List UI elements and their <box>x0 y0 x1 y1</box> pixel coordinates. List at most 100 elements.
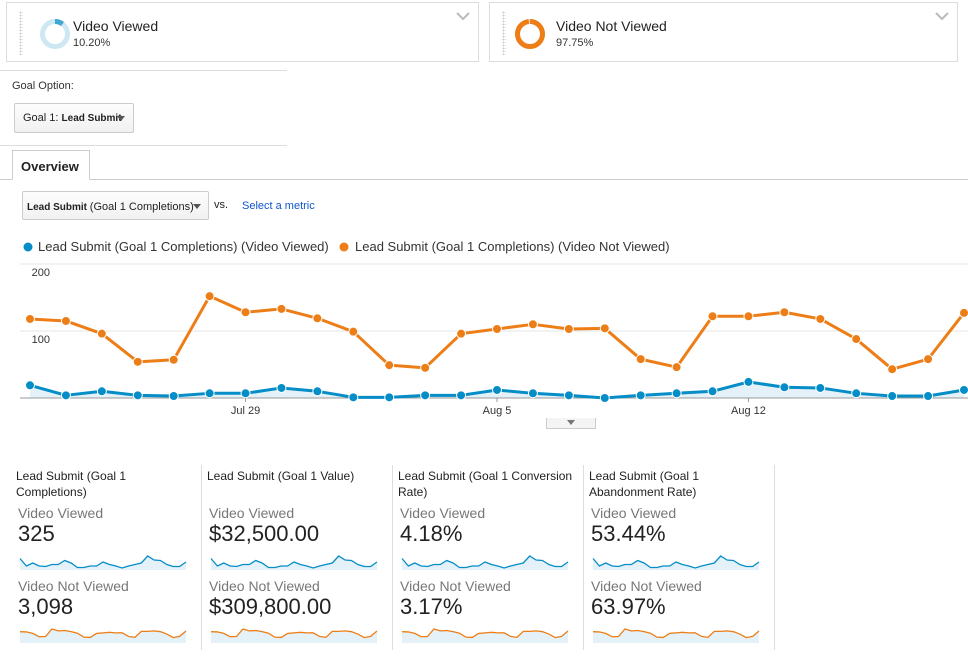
tab[interactable]: Overview <box>12 150 90 180</box>
data-point <box>959 307 968 318</box>
data-point <box>671 362 682 373</box>
sparkline-line <box>401 628 569 639</box>
sparkline <box>592 628 760 643</box>
data-point <box>60 390 71 401</box>
sparkline <box>592 555 760 570</box>
divider <box>0 145 287 146</box>
data-point <box>527 388 538 399</box>
scorecard-title: Lead Submit (Goal 1 Value) <box>207 469 355 483</box>
metric-detail: (Goal 1 Completions) <box>89 201 194 213</box>
data-point <box>276 382 287 393</box>
data-point <box>815 382 826 393</box>
data-point <box>492 323 502 334</box>
goal-prefix: Goal 1: <box>23 112 59 124</box>
metric-value: $309,800.00 <box>209 594 332 619</box>
data-point <box>204 388 215 399</box>
legend-label: Lead Submit (Goal 1 Completions) (Video … <box>355 239 670 254</box>
segment-name: Video Not Viewed <box>556 18 667 34</box>
data-point <box>384 360 395 371</box>
legend-marker <box>23 242 33 252</box>
data-point <box>527 319 538 330</box>
scorecard-title: Lead Submit (Goal 1 Conversion Rate) <box>398 469 573 499</box>
metric-value: 3.17% <box>400 594 463 619</box>
sparkline <box>401 555 569 570</box>
legend-label: Lead Submit (Goal 1 Completions) (Video … <box>38 239 329 254</box>
data-point <box>887 364 898 375</box>
data-point <box>204 291 215 302</box>
goal-value: Lead Submit <box>61 113 122 124</box>
data-point <box>420 390 431 401</box>
goal-option-label: Goal Option: <box>12 80 74 92</box>
metric-value: 63.97% <box>591 594 666 619</box>
sparkline-line <box>592 628 760 639</box>
select-metric-link[interactable]: Select a metric <box>242 200 315 212</box>
segment-label: Video Not Viewed <box>18 578 129 594</box>
segment-label: Video Viewed <box>591 505 677 521</box>
y-tick-label: 100 <box>32 334 50 346</box>
data-point <box>707 386 718 397</box>
goal-dropdown[interactable]: Goal 1: Lead Submit <box>14 103 134 133</box>
collapse-handle[interactable] <box>546 418 596 429</box>
scorecard: Lead Submit (Goal 1 Abandonment Rate) Vid… <box>585 465 775 650</box>
scorecard-title: Lead Submit (Goal 1 Abandonment Rate) <box>589 469 700 499</box>
data-point <box>635 390 646 401</box>
scorecard: Lead Submit (Goal 1 Completions) Video Vi… <box>12 465 202 650</box>
sparkline-area <box>211 556 377 570</box>
metric-value: 53.44% <box>591 521 666 546</box>
chevron[interactable] <box>935 11 949 21</box>
sparkline-area <box>20 629 186 643</box>
caret <box>567 420 575 425</box>
data-point <box>456 328 467 339</box>
data-point <box>492 384 502 395</box>
x-tick-label: Jul 29 <box>231 405 260 417</box>
data-point <box>348 326 359 337</box>
metric-value: 325 <box>18 521 55 546</box>
data-point <box>96 328 107 339</box>
data-point <box>779 382 790 393</box>
data-point <box>168 354 179 365</box>
data-point <box>132 356 143 367</box>
sparkline-area <box>593 556 759 570</box>
sparkline-area <box>211 629 377 643</box>
sparkline <box>210 628 378 643</box>
caret <box>193 204 201 209</box>
tab-line <box>0 179 968 180</box>
sparkline <box>19 628 187 643</box>
data-point <box>25 313 35 324</box>
caret <box>117 116 125 121</box>
data-point <box>743 376 754 387</box>
metric-value: 4.18% <box>400 521 463 546</box>
y-tick-label: 200 <box>32 267 50 279</box>
area <box>30 381 964 398</box>
metric-value: $32,500.00 <box>209 521 320 546</box>
data-point <box>851 388 862 399</box>
data-point <box>25 380 35 391</box>
data-point <box>96 386 107 397</box>
sparkline-line <box>401 555 569 569</box>
metric-dropdown[interactable]: Lead Submit (Goal 1 Completions) <box>22 191 209 220</box>
donut-track <box>40 19 70 49</box>
sparkline-area <box>402 629 568 643</box>
data-point <box>779 307 790 318</box>
x-tick-label: Aug 5 <box>483 405 512 417</box>
vs-label: vs. <box>214 199 229 211</box>
donut <box>40 19 70 49</box>
data-point <box>276 303 287 314</box>
segment-card[interactable]: Video Viewed 10.20% <box>6 2 479 62</box>
segment-card[interactable]: Video Not Viewed 97.75% <box>489 2 958 62</box>
donut-arc <box>515 19 545 49</box>
segment-name: Video Viewed <box>73 18 159 34</box>
data-point <box>132 390 143 401</box>
sparkline-line <box>592 555 760 569</box>
metric-name: Lead Submit <box>27 202 88 213</box>
segment-label: Video Viewed <box>400 505 486 521</box>
chevron[interactable] <box>456 11 470 21</box>
data-point <box>959 384 968 395</box>
data-point <box>168 390 179 401</box>
data-point <box>240 388 251 399</box>
data-point <box>743 311 754 322</box>
data-point <box>923 354 934 365</box>
data-point <box>851 334 862 345</box>
grip <box>502 11 506 55</box>
x-tick-label: Aug 12 <box>731 405 766 417</box>
